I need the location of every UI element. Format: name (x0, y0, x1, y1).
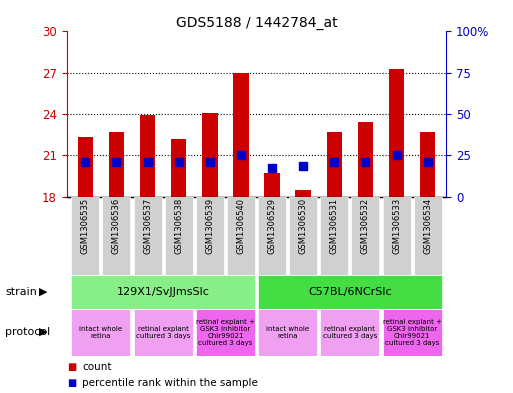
Bar (320, 196, 348, 275)
Bar (289, 196, 317, 275)
Bar (351, 196, 380, 275)
Bar (258, 275, 442, 309)
Text: GSM1306538: GSM1306538 (174, 198, 183, 254)
Text: C57BL/6NCrSlc: C57BL/6NCrSlc (308, 287, 391, 297)
Text: strain: strain (5, 287, 37, 297)
Text: GSM1306536: GSM1306536 (112, 198, 121, 254)
Bar (165, 196, 193, 275)
Text: GSM1306537: GSM1306537 (143, 198, 152, 254)
Bar (133, 196, 162, 275)
Point (330, 159, 339, 165)
Bar (320, 309, 380, 356)
Text: intact whole
retina: intact whole retina (266, 325, 309, 339)
Point (392, 152, 401, 158)
Text: ▶: ▶ (40, 327, 48, 337)
Bar (133, 309, 193, 356)
Bar (420, 132, 436, 196)
Text: GSM1306530: GSM1306530 (299, 198, 308, 254)
Point (299, 163, 307, 169)
Bar (264, 173, 280, 196)
Bar (383, 196, 410, 275)
Bar (233, 73, 249, 196)
Bar (383, 309, 442, 356)
Bar (196, 309, 255, 356)
Bar (103, 196, 130, 275)
Bar (109, 132, 124, 196)
Text: GSM1306532: GSM1306532 (361, 198, 370, 254)
Bar (71, 309, 130, 356)
Bar (389, 68, 404, 196)
Text: GSM1306529: GSM1306529 (268, 198, 277, 254)
Bar (71, 196, 100, 275)
Bar (413, 196, 442, 275)
Bar (295, 190, 311, 196)
Bar (171, 139, 187, 196)
Text: GSM1306533: GSM1306533 (392, 198, 401, 254)
Bar (326, 132, 342, 196)
Point (174, 159, 183, 165)
Text: retinal explant
cultured 3 days: retinal explant cultured 3 days (136, 325, 190, 339)
Text: ■: ■ (67, 362, 76, 372)
Bar (202, 113, 218, 196)
Point (361, 159, 369, 165)
Bar (77, 138, 93, 196)
Point (206, 159, 214, 165)
Title: GDS5188 / 1442784_at: GDS5188 / 1442784_at (175, 17, 338, 30)
Text: intact whole
retina: intact whole retina (80, 325, 123, 339)
Bar (71, 275, 255, 309)
Text: protocol: protocol (5, 327, 50, 337)
Text: retinal explant +
GSK3 inhibitor
Chir99021
cultured 3 days: retinal explant + GSK3 inhibitor Chir990… (196, 319, 255, 345)
Text: ▶: ▶ (40, 287, 48, 297)
Bar (358, 122, 373, 196)
Text: GSM1306534: GSM1306534 (423, 198, 432, 254)
Bar (196, 196, 224, 275)
Bar (258, 196, 286, 275)
Text: count: count (82, 362, 112, 372)
Bar (227, 196, 255, 275)
Text: retinal explant +
GSK3 inhibitor
Chir99021
cultured 3 days: retinal explant + GSK3 inhibitor Chir990… (383, 319, 442, 345)
Point (112, 159, 121, 165)
Text: GSM1306540: GSM1306540 (236, 198, 245, 254)
Text: GSM1306535: GSM1306535 (81, 198, 90, 254)
Text: ■: ■ (67, 378, 76, 388)
Point (424, 159, 432, 165)
Point (144, 159, 152, 165)
Text: retinal explant
cultured 3 days: retinal explant cultured 3 days (323, 325, 377, 339)
Point (268, 164, 276, 171)
Point (237, 152, 245, 158)
Bar (140, 116, 155, 196)
Bar (258, 309, 317, 356)
Text: percentile rank within the sample: percentile rank within the sample (82, 378, 258, 388)
Point (81, 159, 89, 165)
Text: 129X1/SvJJmsSlc: 129X1/SvJJmsSlc (117, 287, 210, 297)
Text: GSM1306531: GSM1306531 (330, 198, 339, 254)
Text: GSM1306539: GSM1306539 (205, 198, 214, 254)
